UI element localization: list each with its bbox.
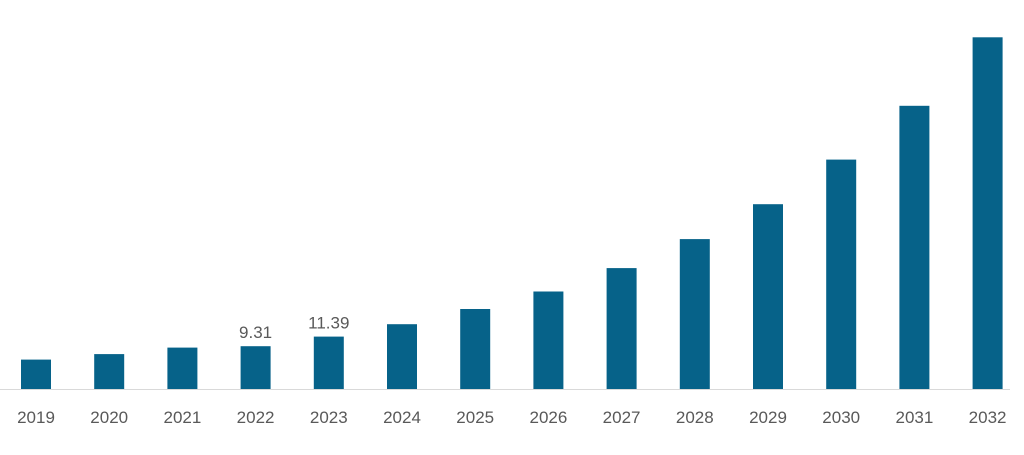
bar-2029 [753,204,783,389]
bar-2024 [387,324,417,389]
x-axis-tick-labels: 2019 2020 2021 2022 2023 2024 2025 2026 2027 2028… [17,408,1006,427]
data-labels-group: 9.31 11.39 [239,314,349,343]
data-label-2022: 9.31 [239,323,272,342]
bar-2022 [240,346,271,389]
x-tick-label-2026: 2026 [529,408,567,427]
bar-2027 [606,268,637,389]
x-tick-label-2023: 2023 [310,408,348,427]
bar-2021 [167,347,198,389]
bar-2025 [460,309,491,389]
bar-2030 [826,159,857,389]
x-tick-label-2028: 2028 [676,408,714,427]
x-tick-label-2031: 2031 [895,408,933,427]
data-label-2023: 11.39 [308,314,349,333]
bar-2026 [533,291,564,389]
bar-2031 [899,105,930,390]
x-tick-label-2030: 2030 [822,408,860,427]
x-tick-label-2020: 2020 [90,408,128,427]
bar-2023 [313,336,344,389]
bar-2020 [94,354,125,389]
x-tick-label-2021: 2021 [163,408,201,427]
x-tick-label-2019: 2019 [17,408,55,427]
x-tick-label-2024: 2024 [383,408,421,427]
x-tick-label-2025: 2025 [456,408,494,427]
x-tick-label-2027: 2027 [603,408,641,427]
x-tick-label-2029: 2029 [749,408,787,427]
x-tick-label-2022: 2022 [237,408,275,427]
bar-2032 [972,37,1003,390]
bar-2028 [679,239,710,389]
bar-2019 [21,359,51,389]
bars-group [21,37,1003,390]
x-tick-label-2032: 2032 [969,408,1007,427]
